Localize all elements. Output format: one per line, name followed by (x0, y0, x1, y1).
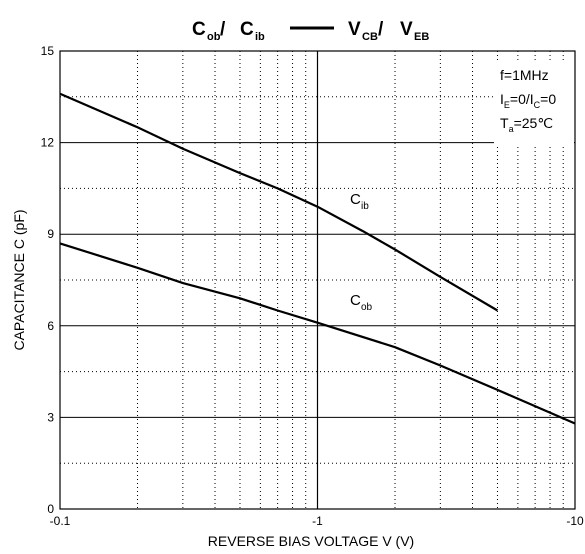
x-tick-labels: -0.1 -1 -10 (50, 514, 584, 528)
y-axis-label: CAPACITANCE C (pF) (11, 209, 27, 350)
y-tick-label: 3 (47, 410, 54, 424)
conditions-box: f=1MHz IE=0/IC=0 Ta=25℃ (494, 60, 574, 144)
x-tick-label: -0.1 (50, 514, 71, 528)
x-tick-label: -10 (566, 514, 584, 528)
title-cib-main: C (240, 19, 254, 40)
plot-frame (59, 50, 576, 510)
title-vcb-sub: CB (362, 31, 378, 43)
title-sep-left: / (220, 19, 226, 40)
y-tick-label: 9 (47, 227, 54, 241)
title-cob-sub: ob (207, 31, 221, 43)
y-tick-label: 15 (41, 44, 55, 58)
curve-label-cib: C ib (350, 191, 369, 212)
series-line-cib (59, 92, 499, 312)
y-tick-label: 12 (41, 136, 55, 150)
curve-label-cob: C ob (350, 292, 373, 313)
series-lines (59, 92, 576, 425)
chart-title: C ob / C ib V CB / V EB (192, 19, 429, 43)
y-tick-label: 0 (47, 502, 54, 516)
condition-bias: IE=0/IC=0 (500, 91, 556, 110)
title-veb-main: V (400, 19, 413, 40)
title-vcb-main: V (348, 19, 361, 40)
condition-temperature: Ta=25℃ (500, 115, 553, 134)
title-veb-sub: EB (414, 31, 429, 43)
curve-label-cob-sub: ob (361, 302, 373, 313)
condition-frequency: f=1MHz (500, 67, 549, 83)
curve-label-cib-main: C (350, 191, 361, 208)
curve-label-cib-sub: ib (361, 201, 369, 212)
title-sep-right: / (378, 19, 384, 40)
x-axis-label: REVERSE BIAS VOLTAGE V (V) (208, 533, 414, 549)
y-tick-labels: 0 3 6 9 12 15 (41, 44, 55, 516)
curve-label-cob-main: C (350, 292, 361, 309)
conditions-background (494, 60, 574, 144)
x-tick-label: -1 (312, 514, 323, 528)
series-line-cob (59, 242, 576, 425)
title-cib-sub: ib (255, 31, 265, 43)
y-tick-label: 6 (47, 319, 54, 333)
title-cob-main: C (192, 19, 206, 40)
